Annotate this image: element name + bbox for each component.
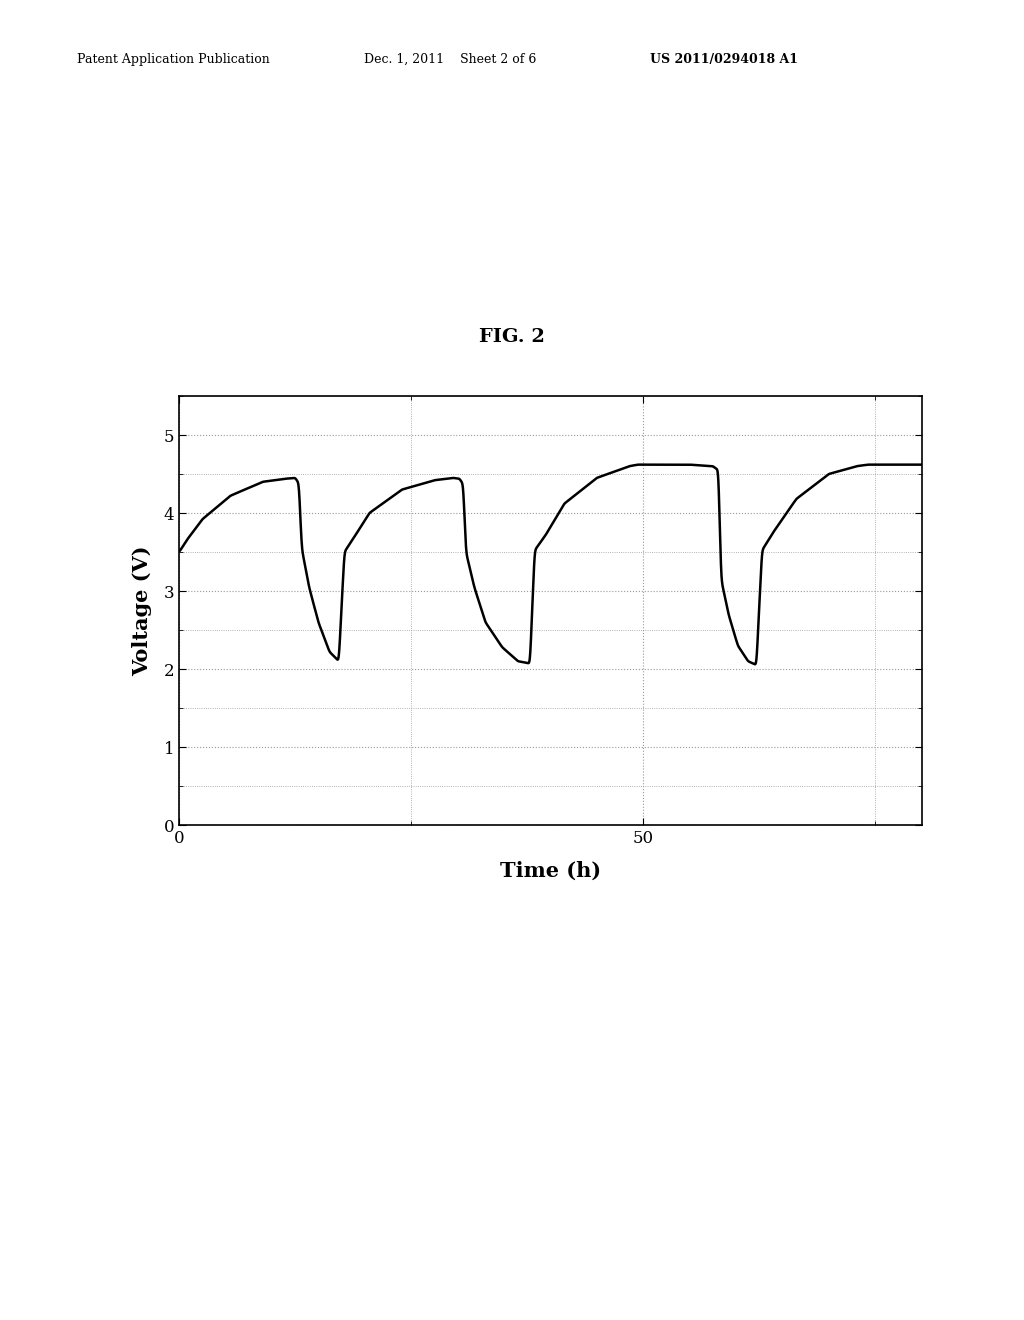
Text: FIG. 2: FIG. 2 bbox=[479, 327, 545, 346]
Y-axis label: Voltage (V): Voltage (V) bbox=[132, 545, 153, 676]
Text: US 2011/0294018 A1: US 2011/0294018 A1 bbox=[650, 53, 799, 66]
Text: Patent Application Publication: Patent Application Publication bbox=[77, 53, 269, 66]
Text: Dec. 1, 2011    Sheet 2 of 6: Dec. 1, 2011 Sheet 2 of 6 bbox=[364, 53, 536, 66]
X-axis label: Time (h): Time (h) bbox=[500, 861, 601, 880]
